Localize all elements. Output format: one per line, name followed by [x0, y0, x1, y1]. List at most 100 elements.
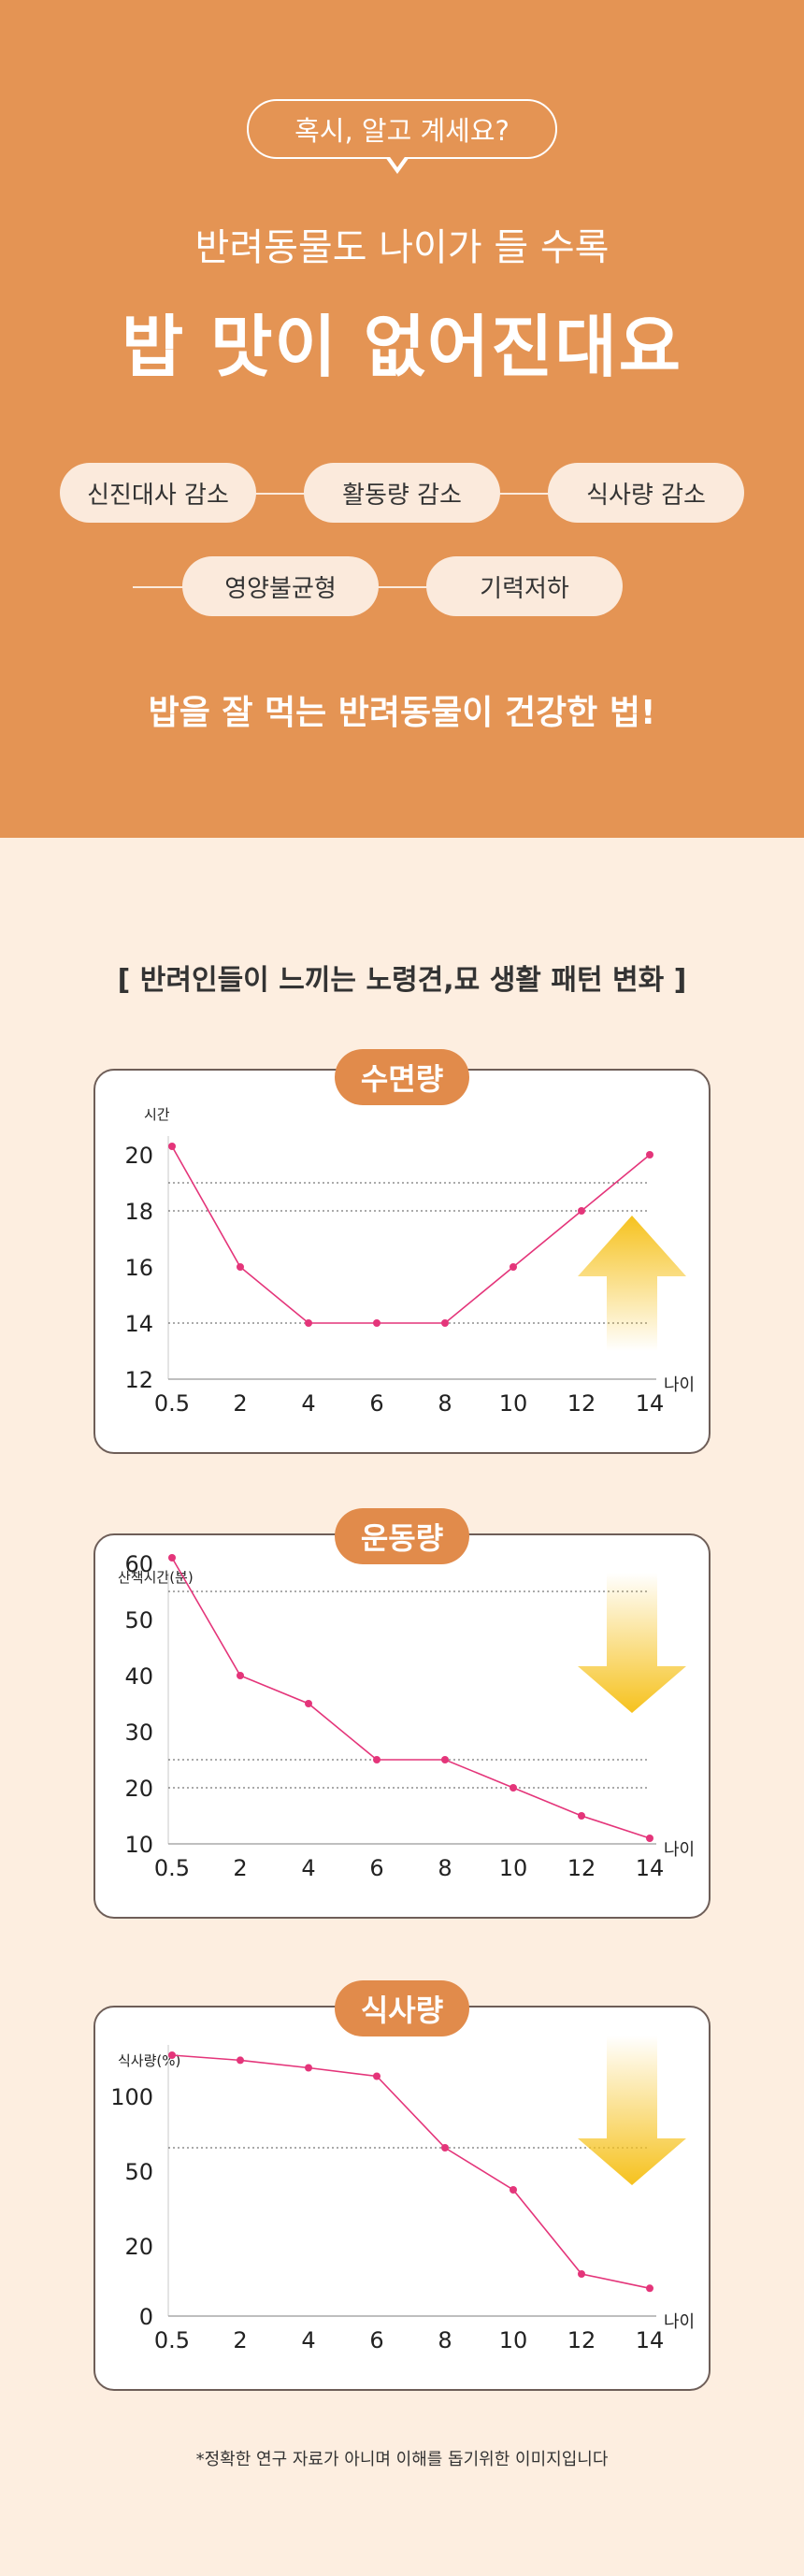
y-tick-label: 60 — [124, 1551, 153, 1577]
chart-card-exercise: 산책시간(분) 10 20 30 40 50 60 0.5 2 4 6 8 10 12 14 나이 — [93, 1533, 711, 1919]
data-point — [373, 1319, 380, 1327]
hero-subtitle: 반려동물도 나이가 들 수록 — [194, 226, 610, 269]
x-tick-label: 6 — [369, 1855, 383, 1881]
section-title: [ 반려인들이 느끼는 노령견,묘 생활 패턴 변화 ] — [117, 964, 687, 997]
hero-section: 혹시, 알고 계세요? 반려동물도 나이가 들 수록 밥 맛이 없어진대요 신진… — [0, 0, 804, 838]
data-point — [510, 1784, 517, 1792]
pill-energy: 기력저하 — [426, 556, 623, 616]
connector-line — [486, 493, 598, 495]
y-tick-label: 50 — [124, 2159, 153, 2185]
x-tick-label: 4 — [301, 2327, 315, 2353]
x-tick-label: 8 — [438, 1855, 452, 1881]
x-tick-label: 4 — [301, 1855, 315, 1881]
trend-arrow-down-icon — [578, 1573, 686, 1713]
x-tick-label: 6 — [369, 2327, 383, 2353]
x-tick-label: 0.5 — [154, 2327, 190, 2353]
x-tick-label: 12 — [567, 1855, 596, 1881]
data-point — [578, 1207, 585, 1215]
y-tick-label: 14 — [124, 1311, 153, 1337]
y-axis-label: 시간 — [144, 1106, 170, 1123]
x-axis-label: 나이 — [664, 2312, 695, 2332]
x-tick-label: 6 — [369, 1390, 383, 1417]
series-line — [171, 1557, 651, 1839]
y-tick-label: 100 — [110, 2084, 153, 2110]
hero-title: 밥 맛이 없어진대요 — [121, 308, 683, 386]
x-tick-label: 0.5 — [154, 1855, 190, 1881]
y-tick-label: 18 — [124, 1199, 153, 1225]
y-tick-label: 20 — [124, 2234, 153, 2260]
data-point — [237, 1263, 244, 1271]
y-axis-label: 식사량(%) — [118, 2052, 180, 2069]
data-point — [441, 1319, 449, 1327]
pill-nutrition: 영양불균형 — [182, 556, 379, 616]
speech-bubble-tail — [385, 154, 409, 174]
y-tick-label: 12 — [124, 1367, 153, 1393]
x-tick-label: 4 — [301, 1390, 315, 1417]
badge-sleep: 수면량 — [335, 1049, 469, 1105]
x-axis-label: 나이 — [664, 1840, 695, 1860]
data-point — [373, 2072, 380, 2080]
data-point — [578, 2270, 585, 2278]
x-tick-label: 8 — [438, 1390, 452, 1417]
y-tick-label: 20 — [124, 1143, 153, 1169]
footnote: *정확한 연구 자료가 아니며 이해를 돕기위한 이미지입니다 — [195, 2450, 609, 2469]
y-tick-label: 50 — [124, 1607, 153, 1633]
data-point — [305, 1319, 312, 1327]
chart-card-meal: 식사량(%) 0 20 50 100 0.5 2 4 6 8 10 12 14 나이 — [93, 2006, 711, 2391]
data-point — [373, 1756, 380, 1763]
series-line — [171, 2054, 651, 2290]
data-point — [646, 2284, 653, 2293]
hero-tagline: 밥을 잘 먹는 반려동물이 건강한 법! — [148, 694, 656, 732]
x-tick-label: 12 — [567, 1390, 596, 1417]
data-point — [510, 2186, 517, 2194]
x-tick-label: 12 — [567, 2327, 596, 2353]
data-point — [168, 1554, 176, 1561]
y-tick-label: 10 — [124, 1832, 153, 1858]
x-tick-label: 14 — [636, 1855, 665, 1881]
data-point — [578, 1812, 585, 1820]
trend-arrow-up-icon — [578, 1216, 686, 1351]
data-point — [168, 2051, 176, 2059]
series-line — [171, 1145, 651, 1324]
x-tick-label: 10 — [499, 2327, 528, 2353]
connector-line — [133, 586, 226, 588]
badge-meal: 식사량 — [335, 1980, 469, 2036]
chart-card-sleep: 시간 12 14 16 18 20 0.5 2 4 6 8 10 12 14 나이 — [93, 1069, 711, 1454]
y-tick-label: 20 — [124, 1776, 153, 1802]
x-tick-label: 2 — [233, 1855, 247, 1881]
x-axis-label: 나이 — [664, 1375, 695, 1395]
data-point — [441, 1756, 449, 1763]
connector-line — [243, 493, 355, 495]
x-tick-label: 14 — [636, 1390, 665, 1417]
data-point — [237, 2056, 244, 2065]
pill-metabolism: 신진대사 감소 — [60, 463, 256, 523]
y-tick-label: 16 — [124, 1255, 153, 1281]
pill-meal: 식사량 감소 — [548, 463, 744, 523]
y-tick-label: 30 — [124, 1720, 153, 1746]
connector-line — [355, 586, 449, 588]
data-point — [441, 2144, 449, 2151]
x-tick-label: 10 — [499, 1855, 528, 1881]
data-point — [237, 1672, 244, 1679]
data-point — [305, 2064, 312, 2072]
data-point — [168, 1143, 176, 1150]
x-tick-label: 14 — [636, 2327, 665, 2353]
trend-arrow-down-icon — [578, 2036, 686, 2185]
y-tick-label: 0 — [139, 2304, 153, 2330]
data-point — [305, 1700, 312, 1707]
data-point — [510, 1263, 517, 1271]
x-tick-label: 2 — [233, 1390, 247, 1417]
badge-exercise: 운동량 — [335, 1508, 469, 1564]
data-point — [646, 1835, 653, 1842]
speech-bubble: 혹시, 알고 계세요? — [247, 99, 557, 159]
pill-activity: 활동량 감소 — [304, 463, 500, 523]
x-tick-label: 2 — [233, 2327, 247, 2353]
data-point — [646, 1151, 653, 1158]
x-tick-label: 10 — [499, 1390, 528, 1417]
x-tick-label: 0.5 — [154, 1390, 190, 1417]
y-tick-label: 40 — [124, 1663, 153, 1690]
y-axis-label: 산책시간(분) — [118, 1569, 194, 1586]
